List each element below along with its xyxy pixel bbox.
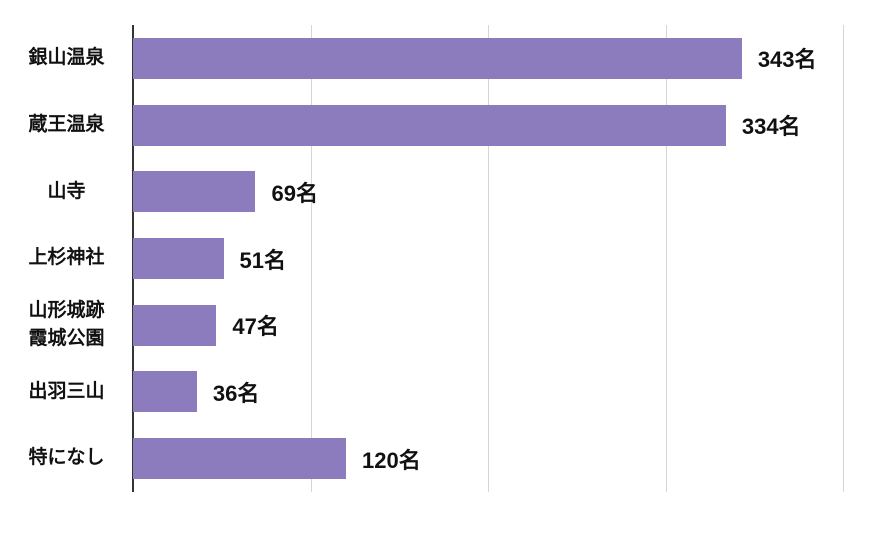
value-label: 69名 bbox=[271, 180, 318, 206]
category-label: 上杉神社 bbox=[28, 247, 105, 269]
value-label: 36名 bbox=[212, 380, 260, 406]
category-label: 山形城跡 霞城公園 bbox=[28, 299, 105, 350]
value-label: 47名 bbox=[232, 314, 279, 340]
bar-track: 47名 bbox=[133, 292, 843, 359]
category-label: 特になし bbox=[28, 447, 105, 469]
bar bbox=[133, 238, 224, 280]
value-label: 120名 bbox=[362, 447, 421, 473]
bar-track: 120名 bbox=[133, 425, 843, 492]
value-label: 343名 bbox=[757, 47, 817, 73]
gridline bbox=[310, 25, 312, 492]
value-label: 334名 bbox=[741, 114, 801, 140]
gridline bbox=[843, 25, 844, 492]
chart-row: 特になし 120名 bbox=[0, 425, 843, 492]
bar bbox=[133, 37, 742, 79]
bar bbox=[133, 438, 346, 480]
bar-track: 36名 bbox=[133, 359, 843, 426]
chart-row: 山形城跡 霞城公園 47名 bbox=[0, 292, 843, 359]
chart-row: 山寺 69名 bbox=[0, 158, 843, 225]
category-label: 出羽三山 bbox=[28, 380, 105, 402]
gridline bbox=[488, 25, 489, 492]
chart-row: 銀山温泉 343名 bbox=[0, 25, 843, 92]
bar-rows: 銀山温泉 343名蔵王温泉 334名山寺 69名上杉神社 51名山形城跡 霞城公園 47名… bbox=[0, 25, 843, 492]
bar bbox=[133, 171, 256, 213]
bar-track: 334名 bbox=[133, 92, 843, 159]
chart-row: 蔵王温泉 334名 bbox=[0, 92, 843, 159]
value-label: 51名 bbox=[239, 247, 286, 273]
category-label: 銀山温泉 bbox=[28, 47, 105, 69]
gridline bbox=[665, 25, 667, 492]
bar-track: 51名 bbox=[133, 225, 843, 292]
bar-track: 343名 bbox=[133, 25, 843, 92]
bar bbox=[133, 371, 197, 413]
category-label: 蔵王温泉 bbox=[28, 113, 105, 135]
chart-row: 出羽三山 36名 bbox=[0, 359, 843, 426]
category-label: 山寺 bbox=[47, 180, 86, 202]
chart-row: 上杉神社 51名 bbox=[0, 225, 843, 292]
bar-track: 69名 bbox=[133, 158, 843, 225]
bar bbox=[133, 104, 726, 146]
bar bbox=[133, 304, 217, 346]
